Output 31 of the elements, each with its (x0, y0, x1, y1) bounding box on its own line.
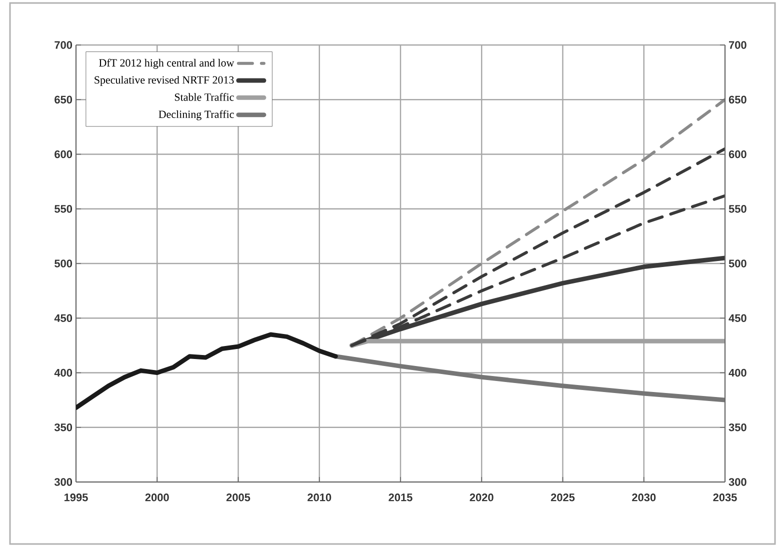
y2-tick-label: 350 (54, 424, 72, 432)
y-tick-label: 600 (728, 150, 746, 158)
y-tick-label: 700 (729, 41, 746, 49)
x-tick-label: 2005 (226, 494, 250, 502)
y-tick-label: 300 (728, 478, 746, 486)
y-tick-label: 400 (728, 368, 746, 377)
y2-tick-label: 300 (54, 478, 72, 486)
y2-tick-label: 550 (54, 205, 72, 213)
y2-tick-label: 500 (54, 260, 72, 268)
y2-tick-label: 600 (54, 150, 72, 158)
x-tick-label: 2015 (388, 494, 412, 502)
y2-tick-label: 700 (54, 41, 72, 49)
y2-tick-label: 650 (54, 96, 72, 104)
legend-label: Speculative revised NRTF 2013 (94, 76, 234, 86)
x-tick-label: 2030 (632, 494, 656, 502)
y-tick-label: 550 (728, 205, 746, 213)
y-tick-label: 350 (728, 423, 746, 432)
y-tick-label: 500 (728, 260, 746, 268)
y2-tick-label: 450 (54, 314, 72, 322)
legend-label: Stable Traffic (174, 93, 234, 101)
x-tick-label: 2025 (550, 494, 575, 502)
x-tick-label: 2010 (308, 494, 332, 502)
legend-label: Declining Traffic (158, 110, 234, 120)
y-tick-label: 650 (728, 96, 746, 104)
y2-tick-label: 400 (54, 368, 72, 377)
y-tick-label: 450 (728, 314, 746, 322)
x-tick-label: 1995 (64, 494, 88, 502)
x-tick-label: 2000 (145, 494, 169, 502)
x-tick-label: 2035 (713, 494, 737, 502)
legend-label: DfT 2012 high central and low (99, 58, 234, 69)
x-tick-label: 2020 (470, 494, 494, 502)
